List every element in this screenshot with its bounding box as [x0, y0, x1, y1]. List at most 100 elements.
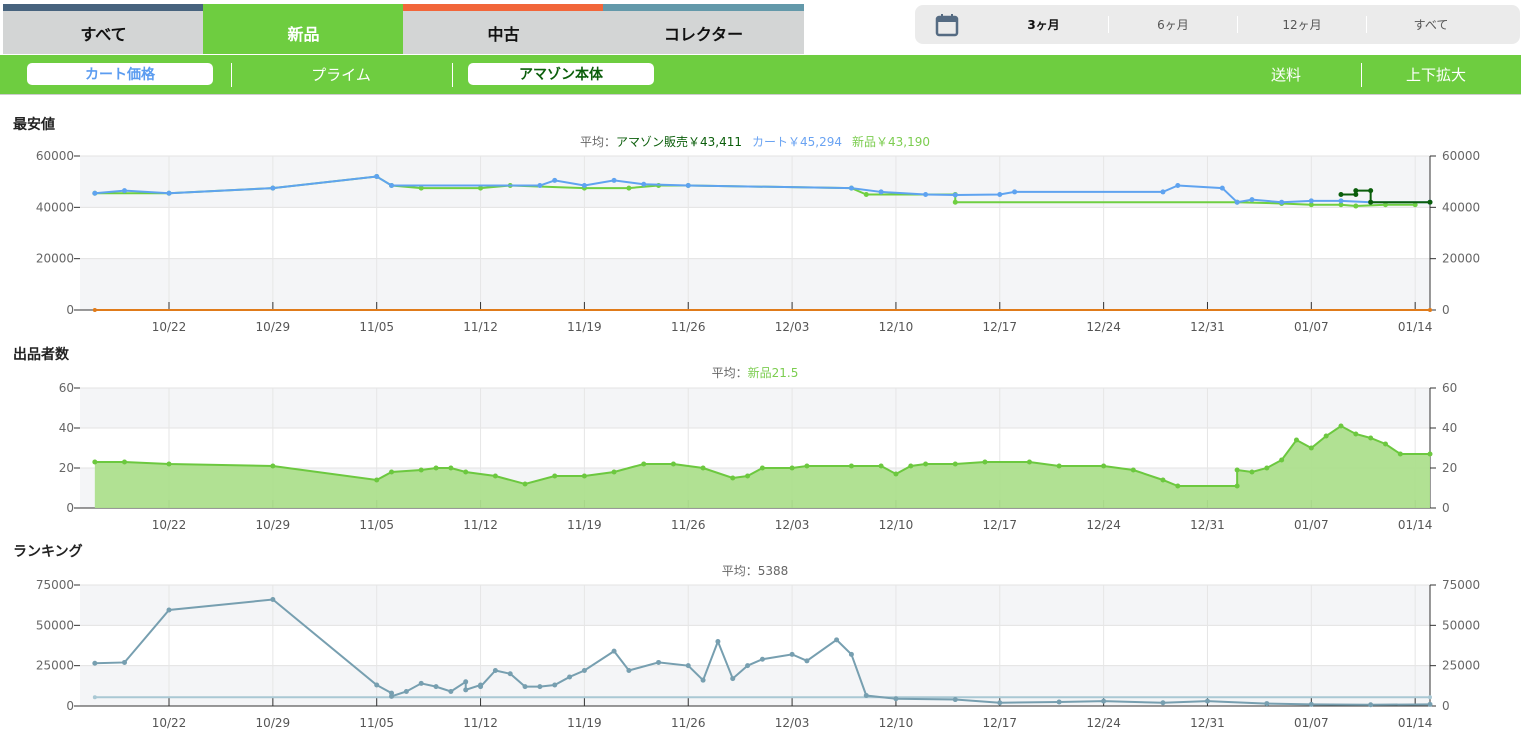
data-point [418, 680, 424, 686]
data-point [1234, 483, 1240, 489]
y-tick-label-right: 40000 [1442, 200, 1480, 214]
data-point [418, 185, 424, 191]
y-tick-label: 40000 [36, 200, 74, 214]
data-point [893, 471, 899, 477]
toggle-vertical-zoom[interactable]: 上下拡大 [1405, 66, 1467, 84]
data-point [759, 465, 765, 471]
data-point [878, 463, 884, 469]
x-tick-label: 10/22 [152, 320, 187, 334]
data-point [389, 183, 395, 189]
data-point [166, 461, 172, 467]
data-point [923, 461, 929, 467]
range-12-months[interactable]: 12ヶ月 [1237, 16, 1366, 33]
data-point [92, 459, 98, 465]
data-point [923, 192, 929, 197]
x-tick-label: 12/10 [879, 320, 914, 334]
x-tick-label: 11/19 [567, 518, 602, 532]
tab-label: コレクター [663, 25, 744, 44]
x-tick-label: 11/19 [567, 320, 602, 334]
toggle-cart-price[interactable]: カート価格 [27, 63, 213, 85]
data-point [997, 700, 1003, 706]
data-point [908, 463, 914, 469]
data-point [848, 651, 854, 657]
x-tick-label: 12/03 [775, 320, 810, 334]
data-point [804, 463, 810, 469]
data-point [1353, 192, 1359, 197]
plot-band [80, 388, 1430, 428]
data-point [700, 465, 706, 471]
y-tick-label: 25000 [36, 659, 74, 673]
data-point [552, 682, 558, 688]
x-tick-label: 11/05 [359, 716, 394, 730]
tab-0[interactable]: すべて [3, 4, 204, 54]
y-tick-label-right: 60 [1442, 381, 1457, 395]
data-point [1397, 451, 1403, 457]
data-point [581, 473, 587, 479]
toggle-amazon[interactable]: アマゾン本体 [468, 63, 654, 85]
data-point [270, 463, 276, 469]
data-point [1175, 483, 1181, 489]
series-toolbar: カート価格 プライム アマゾン本体 送料 上下拡大 [0, 55, 1521, 95]
toggle-prime[interactable]: プライム [311, 66, 371, 84]
data-point [1234, 199, 1240, 205]
data-point [92, 308, 97, 312]
tab-2[interactable]: 中古 [403, 4, 604, 54]
data-point [848, 463, 854, 469]
tab-1[interactable]: 新品 [203, 4, 404, 54]
data-point [1308, 202, 1314, 208]
range-6-months[interactable]: 6ヶ月 [1108, 16, 1237, 33]
title-part: 新品￥43,190 [852, 134, 930, 149]
title-part: 新品21.5 [748, 365, 799, 380]
data-point [1012, 189, 1018, 195]
x-tick-label: 11/12 [463, 518, 498, 532]
range-all[interactable]: すべて [1366, 16, 1495, 33]
data-point [745, 473, 751, 479]
data-point [418, 467, 424, 473]
tab-color-bar [203, 4, 404, 11]
data-point [537, 183, 543, 189]
x-tick-label: 11/26 [671, 518, 706, 532]
data-point [626, 668, 632, 674]
tab-3[interactable]: コレクター [603, 4, 804, 54]
data-point [552, 473, 558, 479]
x-tick-label: 12/31 [1190, 716, 1225, 730]
y-tick-label-right: 50000 [1442, 618, 1480, 632]
x-tick-label: 12/03 [775, 518, 810, 532]
data-point [403, 688, 409, 694]
data-point [448, 688, 454, 694]
x-tick-label: 01/07 [1294, 716, 1329, 730]
divider [1361, 63, 1362, 87]
data-point [1101, 698, 1107, 704]
data-point [1175, 183, 1181, 189]
range-3-months[interactable]: 3ヶ月 [1027, 18, 1060, 32]
data-point [1338, 202, 1344, 208]
data-point [166, 607, 172, 613]
data-point [270, 597, 276, 603]
tab-label: すべて [80, 25, 127, 44]
plot-band [80, 258, 1430, 310]
data-point [1293, 437, 1299, 443]
data-point [982, 459, 988, 465]
data-point [685, 663, 691, 669]
data-point [1130, 467, 1136, 473]
data-point [92, 660, 98, 666]
data-point [1353, 188, 1359, 194]
data-point [1427, 701, 1433, 707]
data-point [745, 663, 751, 669]
data-point [433, 465, 439, 471]
data-point [1279, 457, 1285, 463]
data-point [1382, 441, 1388, 447]
data-point [1428, 695, 1432, 700]
y-tick-label: 0 [66, 303, 74, 317]
x-tick-label: 11/12 [463, 716, 498, 730]
data-point [1026, 459, 1032, 465]
y-tick-label-right: 25000 [1442, 659, 1480, 673]
x-tick-label: 12/31 [1190, 320, 1225, 334]
data-point [1308, 445, 1314, 451]
tab-color-bar [403, 4, 604, 11]
toggle-shipping[interactable]: 送料 [1270, 66, 1302, 84]
data-point [374, 174, 380, 180]
data-point [685, 183, 691, 189]
section-lowest-price: 最安値 [13, 117, 55, 133]
section-ranking: ランキング [13, 544, 83, 560]
